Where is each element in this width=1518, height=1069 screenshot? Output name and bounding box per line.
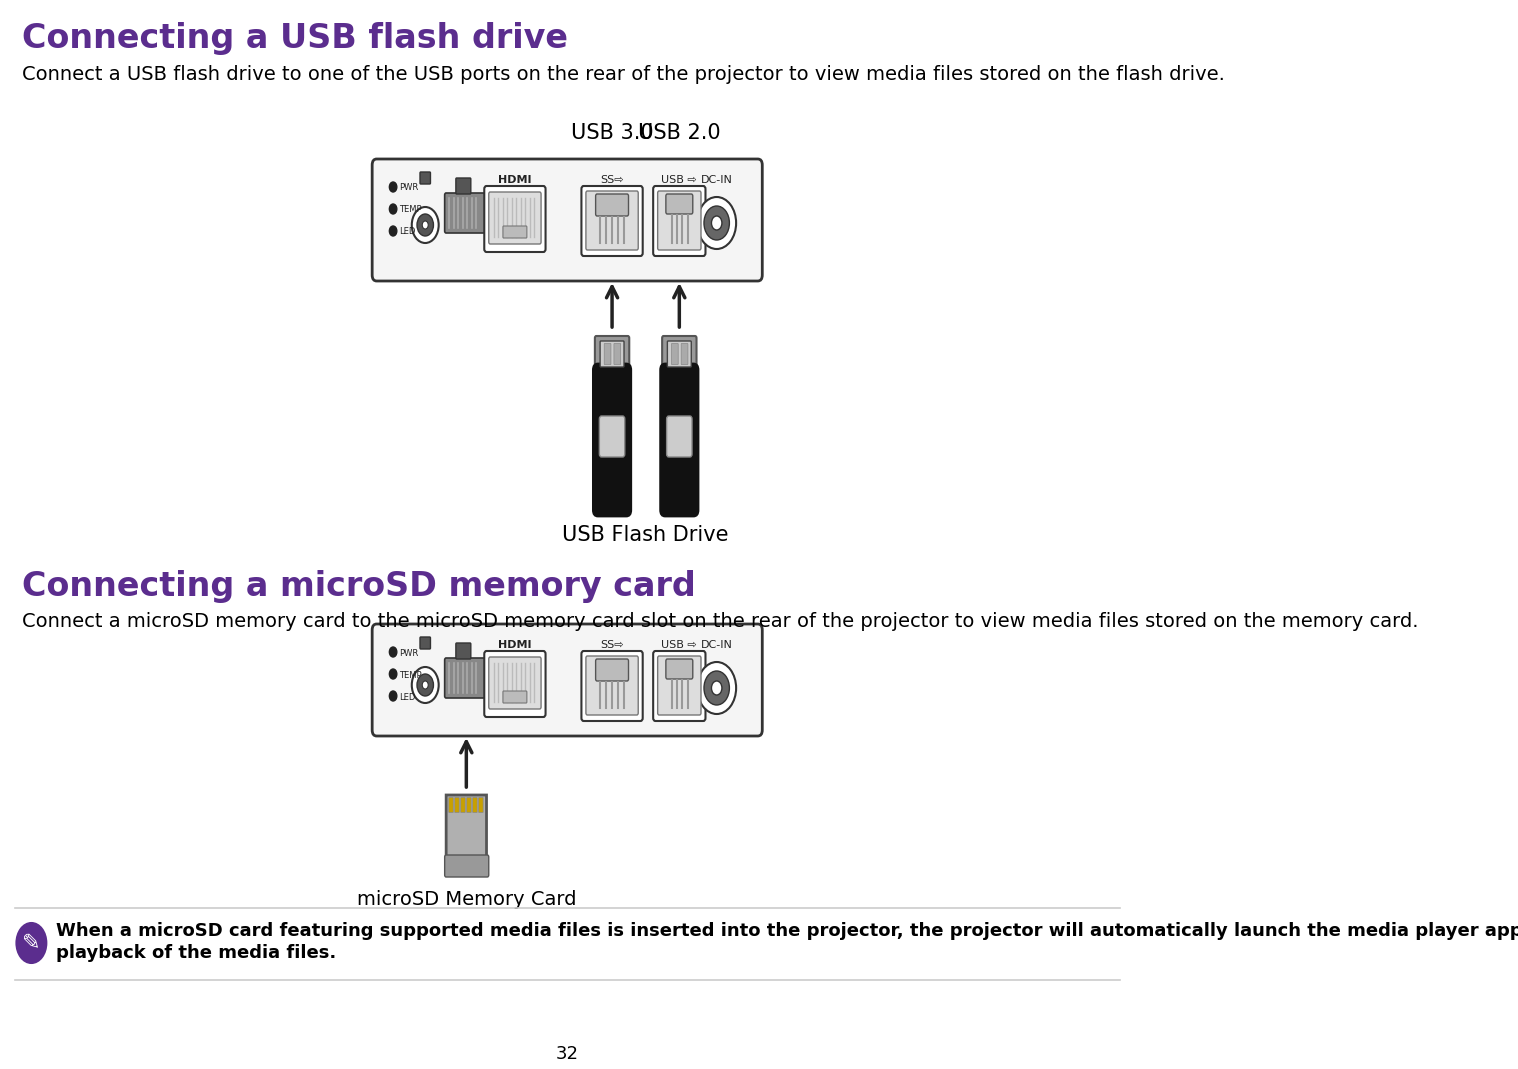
- Circle shape: [712, 681, 723, 695]
- FancyBboxPatch shape: [682, 343, 688, 365]
- FancyBboxPatch shape: [613, 343, 621, 365]
- Text: LED: LED: [399, 693, 416, 701]
- Circle shape: [417, 214, 434, 236]
- Circle shape: [417, 673, 434, 696]
- FancyBboxPatch shape: [594, 365, 631, 516]
- Circle shape: [411, 667, 439, 703]
- Text: USB Flash Drive: USB Flash Drive: [563, 525, 729, 545]
- FancyBboxPatch shape: [662, 336, 697, 372]
- FancyBboxPatch shape: [484, 651, 545, 717]
- FancyBboxPatch shape: [420, 637, 431, 649]
- Text: SS⇨: SS⇨: [600, 175, 624, 185]
- Circle shape: [697, 197, 736, 249]
- Text: Connect a USB flash drive to one of the USB ports on the rear of the projector t: Connect a USB flash drive to one of the …: [23, 65, 1225, 84]
- Text: When a microSD card featuring supported media files is inserted into the project: When a microSD card featuring supported …: [56, 921, 1518, 940]
- Text: ✎: ✎: [23, 933, 41, 952]
- FancyBboxPatch shape: [489, 192, 540, 244]
- FancyBboxPatch shape: [372, 159, 762, 281]
- FancyBboxPatch shape: [600, 416, 625, 458]
- Text: HDMI: HDMI: [498, 640, 531, 650]
- Circle shape: [422, 221, 428, 229]
- Text: USB ⇨: USB ⇨: [662, 640, 697, 650]
- Polygon shape: [446, 795, 486, 876]
- Circle shape: [389, 182, 396, 192]
- FancyBboxPatch shape: [445, 855, 489, 877]
- FancyBboxPatch shape: [595, 659, 628, 681]
- FancyBboxPatch shape: [449, 797, 454, 812]
- Text: LED: LED: [399, 228, 416, 236]
- Circle shape: [389, 647, 396, 657]
- Circle shape: [697, 662, 736, 714]
- Text: Connect a microSD memory card to the microSD memory card slot on the rear of the: Connect a microSD memory card to the mic…: [23, 611, 1419, 631]
- Circle shape: [704, 671, 729, 704]
- FancyBboxPatch shape: [455, 179, 471, 193]
- Text: microSD Memory Card: microSD Memory Card: [357, 890, 577, 909]
- Circle shape: [422, 681, 428, 690]
- Circle shape: [389, 691, 396, 701]
- FancyBboxPatch shape: [466, 797, 471, 812]
- FancyBboxPatch shape: [502, 691, 527, 703]
- Circle shape: [712, 216, 723, 230]
- Text: 32: 32: [556, 1045, 578, 1063]
- Text: PWR: PWR: [399, 184, 419, 192]
- FancyBboxPatch shape: [484, 186, 545, 252]
- FancyBboxPatch shape: [657, 191, 701, 250]
- FancyBboxPatch shape: [653, 651, 706, 721]
- FancyBboxPatch shape: [668, 341, 691, 367]
- FancyBboxPatch shape: [586, 656, 638, 715]
- Circle shape: [17, 923, 47, 963]
- Text: USB 2.0: USB 2.0: [638, 123, 721, 143]
- FancyBboxPatch shape: [489, 657, 540, 709]
- Text: USB 3.0: USB 3.0: [571, 123, 653, 143]
- Circle shape: [389, 204, 396, 214]
- FancyBboxPatch shape: [581, 651, 642, 721]
- Text: TEMP: TEMP: [399, 670, 422, 680]
- FancyBboxPatch shape: [671, 343, 679, 365]
- Text: HDMI: HDMI: [498, 175, 531, 185]
- Circle shape: [389, 226, 396, 236]
- FancyBboxPatch shape: [420, 172, 431, 184]
- FancyBboxPatch shape: [666, 416, 692, 458]
- FancyBboxPatch shape: [478, 797, 483, 812]
- FancyBboxPatch shape: [653, 186, 706, 255]
- FancyBboxPatch shape: [666, 659, 692, 679]
- FancyBboxPatch shape: [502, 226, 527, 238]
- Text: USB ⇨: USB ⇨: [662, 175, 697, 185]
- FancyBboxPatch shape: [445, 193, 486, 233]
- Circle shape: [704, 206, 729, 241]
- Text: DC-IN: DC-IN: [701, 175, 733, 185]
- FancyBboxPatch shape: [372, 624, 762, 735]
- Text: playback of the media files.: playback of the media files.: [56, 944, 337, 962]
- Circle shape: [411, 207, 439, 243]
- FancyBboxPatch shape: [595, 193, 628, 216]
- FancyBboxPatch shape: [666, 193, 692, 214]
- FancyBboxPatch shape: [455, 642, 471, 659]
- Text: TEMP: TEMP: [399, 205, 422, 215]
- FancyBboxPatch shape: [581, 186, 642, 255]
- FancyBboxPatch shape: [445, 659, 486, 698]
- FancyBboxPatch shape: [600, 341, 624, 367]
- Text: SS⇨: SS⇨: [600, 640, 624, 650]
- FancyBboxPatch shape: [472, 797, 477, 812]
- Text: PWR: PWR: [399, 649, 419, 657]
- Text: DC-IN: DC-IN: [701, 640, 733, 650]
- FancyBboxPatch shape: [604, 343, 610, 365]
- FancyBboxPatch shape: [657, 656, 701, 715]
- FancyBboxPatch shape: [455, 797, 460, 812]
- FancyBboxPatch shape: [660, 365, 698, 516]
- FancyBboxPatch shape: [461, 797, 465, 812]
- FancyBboxPatch shape: [586, 191, 638, 250]
- Text: Connecting a USB flash drive: Connecting a USB flash drive: [23, 22, 568, 55]
- FancyBboxPatch shape: [595, 336, 630, 372]
- Circle shape: [389, 669, 396, 679]
- Text: Connecting a microSD memory card: Connecting a microSD memory card: [23, 570, 697, 603]
